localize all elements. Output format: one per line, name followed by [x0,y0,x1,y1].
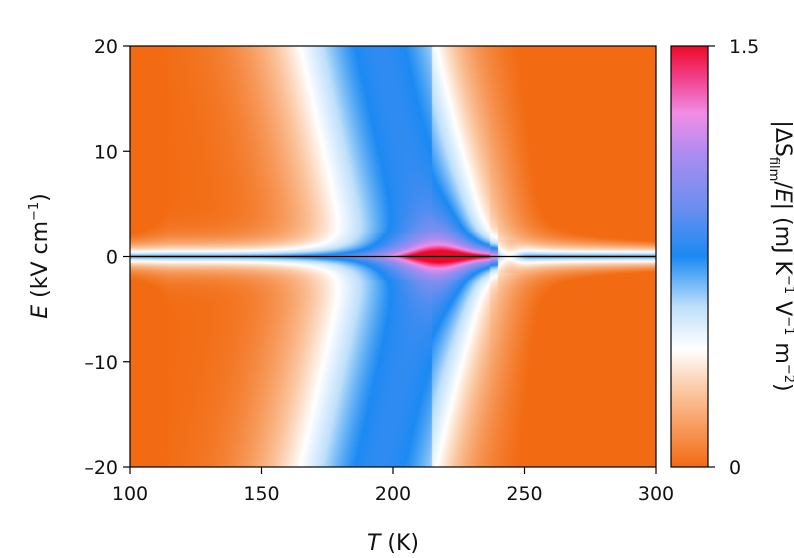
y-tick-label: –10 [84,352,118,374]
y-tick-label: 0 [106,247,118,269]
x-axis-title: T (K) [367,531,419,556]
x-tick-label: 250 [506,483,542,505]
x-tick-label: 300 [638,483,674,505]
colorbar-tick-label: 0 [729,457,741,479]
colorbar-gradient [670,45,709,468]
x-tick-label: 100 [112,483,148,505]
colorbar-title: |ΔSfilm/E| (mJ K−1 V−1 m−2) [766,120,794,391]
y-tick-label: –20 [84,457,118,479]
colorbar: 1.50 |ΔSfilm/E| (mJ K−1 V−1 m−2) [670,36,794,479]
colorbar-tick-label: 1.5 [729,36,759,58]
x-axis: 100 150 200 250 300 [112,467,674,505]
colorbar-axis: 1.50 [708,36,759,479]
y-tick-label: 20 [94,36,118,58]
y-axis-title: E (kV cm−1) [27,193,53,319]
x-tick-label: 150 [243,483,279,505]
y-axis: 20 10 0 –10 –20 [84,36,130,479]
y-tick-label: 10 [94,141,118,163]
x-tick-label: 200 [375,483,411,505]
heatmap-plot [129,45,657,468]
